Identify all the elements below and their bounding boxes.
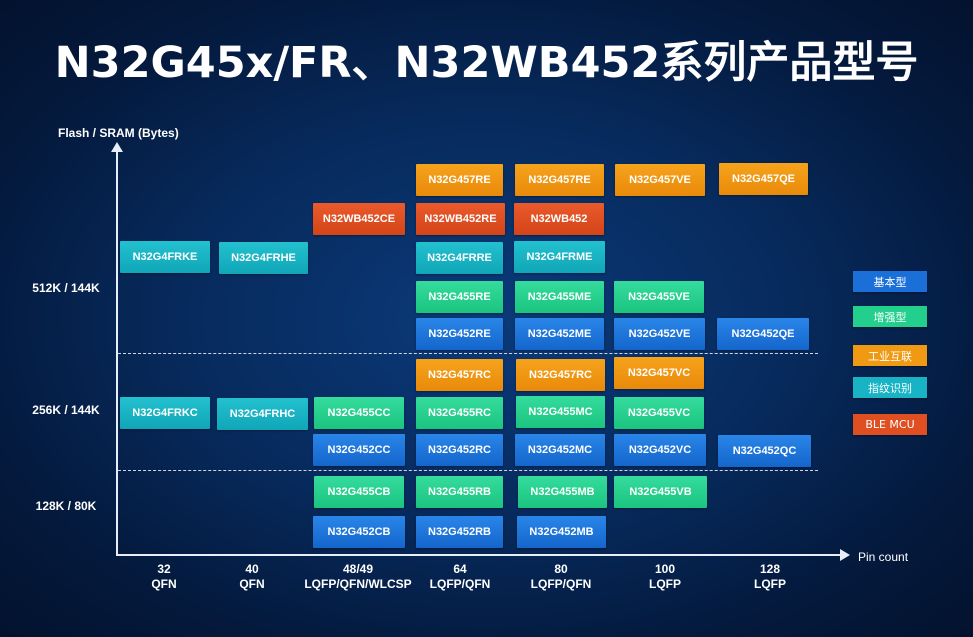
product-chip: N32G455VC [614,397,704,429]
product-chip: N32G452MC [515,434,605,466]
product-chip: N32G455CC [314,397,404,429]
product-chip: N32G457VC [614,357,704,389]
product-chip: N32G452MB [517,516,606,548]
legend-fingerprint: 指纹识别 [853,377,927,398]
product-chip: N32G4FRKC [120,397,210,429]
column-label-40: 40 QFN [239,562,265,591]
legend-enhanced: 增强型 [853,306,927,327]
x-axis-arrow-icon [840,549,850,561]
product-chip: N32G455RE [416,281,503,313]
product-chip: N32G457VE [615,164,705,196]
product-chip: N32G452RE [416,318,503,350]
y-axis-arrow-icon [111,142,123,152]
product-chip: N32G452ME [515,318,604,350]
x-axis-line [116,554,841,556]
column-label-32: 32 QFN [151,562,177,591]
product-chip: N32G455ME [515,281,604,313]
row-label-128k: 128K / 80K [35,499,97,513]
tier-divider [118,470,818,471]
product-chip: N32G452QC [718,435,811,467]
product-chip: N32G455MB [518,476,607,508]
column-label-128: 128 LQFP [754,562,786,591]
x-axis-label: Pin count [858,550,909,564]
product-chip: N32WB452CE [313,203,405,235]
product-chip: N32G455MC [516,396,605,428]
y-axis-label: Flash / SRAM (Bytes) [58,126,179,140]
product-chip: N32G457RE [416,164,503,196]
product-chip: N32G452RB [416,516,503,548]
column-label-64: 64 LQFP/QFN [429,562,491,591]
product-chip: N32G455VB [614,476,707,508]
product-chip: N32G452RC [416,434,503,466]
product-chip: N32G452VE [614,318,705,350]
product-chip: N32G452CB [313,516,405,548]
column-label-80: 80 LQFP/QFN [530,562,592,591]
product-chip: N32WB452RE [416,203,505,235]
product-chip: N32G452QE [717,318,809,350]
row-label-256k: 256K / 144K [32,403,100,417]
legend-basic: 基本型 [853,271,927,292]
product-chip: N32G455CB [314,476,404,508]
product-chip: N32G4FRRE [416,242,503,274]
product-chip: N32G4FRME [514,241,605,273]
product-chip: N32G455VE [614,281,704,313]
product-chip: N32G4FRKE [120,241,210,273]
column-label-100: 100 LQFP [649,562,681,591]
product-chip: N32G457RC [416,359,503,391]
product-chip: N32WB452 [514,203,604,235]
row-label-512k: 512K / 144K [32,281,100,295]
product-chip: N32G457RE [515,164,604,196]
column-label-48: 48/49 LQFP/QFN/WLCSP [304,562,412,591]
product-chip: N32G452VC [614,434,706,466]
product-chip: N32G452CC [313,434,405,466]
product-chip: N32G4FRHC [217,398,308,430]
product-chip: N32G455RB [416,476,503,508]
tier-divider [118,353,818,354]
product-chip: N32G4FRHE [219,242,308,274]
product-chip: N32G455RC [416,397,503,429]
y-axis-line [116,150,118,555]
product-chip: N32G457QE [719,163,808,195]
legend-ble-mcu: BLE MCU [853,414,927,435]
product-chip: N32G457RC [516,359,605,391]
page-title: N32G45x/FR、N32WB452系列产品型号 [54,38,919,88]
legend-industrial-iot: 工业互联 [853,345,927,366]
